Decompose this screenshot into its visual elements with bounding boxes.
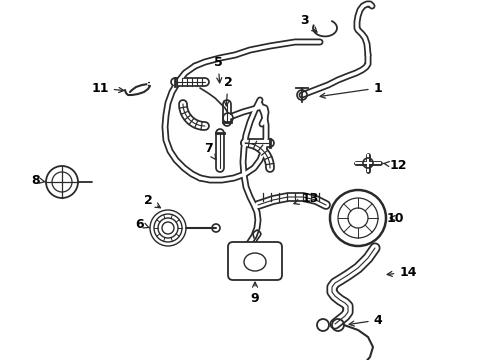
- Text: 14: 14: [387, 266, 417, 279]
- FancyBboxPatch shape: [228, 242, 282, 280]
- Text: 2: 2: [144, 194, 160, 208]
- Ellipse shape: [244, 253, 266, 271]
- Text: 11: 11: [91, 81, 124, 95]
- Text: 6: 6: [136, 217, 149, 230]
- Text: 10: 10: [386, 212, 404, 225]
- Text: 9: 9: [251, 282, 259, 305]
- Text: 1: 1: [320, 81, 382, 98]
- Text: 4: 4: [349, 314, 382, 327]
- Text: 7: 7: [204, 141, 216, 160]
- Text: 3: 3: [300, 14, 317, 32]
- Text: 8: 8: [32, 174, 46, 186]
- Text: 5: 5: [214, 55, 222, 83]
- Text: 2: 2: [223, 76, 232, 106]
- Text: 12: 12: [384, 158, 407, 171]
- Text: 13: 13: [294, 192, 318, 204]
